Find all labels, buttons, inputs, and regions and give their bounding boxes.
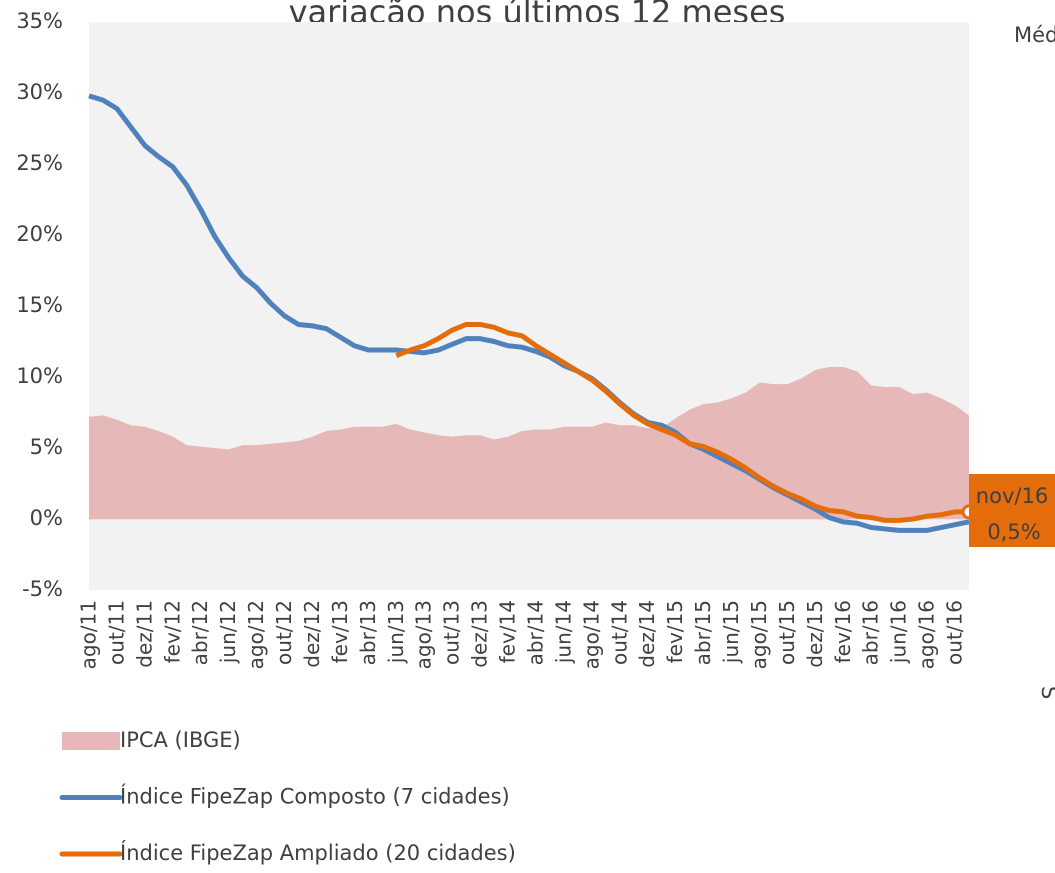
y-tick-label: 25%	[16, 151, 63, 175]
y-tick-label: 30%	[16, 80, 63, 104]
x-tick-label: abr/13	[356, 600, 380, 665]
legend-label: Índice FipeZap Ampliado (20 cidades)	[120, 840, 516, 865]
y-tick-label: 10%	[16, 364, 63, 388]
annotation-value: 0,5%	[987, 520, 1040, 544]
line	[88, 93, 970, 533]
x-tick-label: jun/14	[551, 600, 575, 664]
area	[89, 367, 969, 519]
legend-label: Índice FipeZap Composto (7 cidades)	[120, 784, 510, 809]
x-tick-label: out/12	[272, 600, 296, 665]
x-tick-label: dez/13	[468, 600, 492, 668]
x-tick-label: abr/14	[523, 600, 547, 665]
x-tick-label: ago/11	[77, 600, 101, 669]
x-tick-label: dez/11	[132, 600, 156, 668]
x-tick-label: dez/14	[635, 600, 659, 668]
y-tick-label: 20%	[16, 222, 63, 246]
annotation-date: nov/16	[976, 484, 1048, 508]
x-tick-label: fev/12	[160, 600, 184, 663]
legend-swatch	[62, 732, 120, 750]
x-tick-label: ago/12	[244, 600, 268, 669]
x-tick-label: fev/16	[831, 600, 855, 663]
x-tick-label: dez/12	[300, 600, 324, 668]
x-tick-label: abr/12	[188, 600, 212, 665]
legend-label: IPCA (IBGE)	[120, 728, 241, 752]
side-note: S	[1037, 686, 1055, 699]
x-tick-label: jun/15	[719, 600, 743, 664]
x-tick-label: ago/16	[915, 600, 939, 669]
x-tick-label: out/15	[775, 600, 799, 665]
y-tick-label: -5%	[22, 577, 63, 601]
x-tick-label: out/13	[440, 600, 464, 665]
line	[395, 321, 969, 523]
x-tick-label: out/14	[607, 600, 631, 665]
side-note: Méd	[1014, 23, 1055, 47]
x-tick-label: dez/15	[803, 600, 827, 668]
x-tick-label: out/11	[104, 600, 128, 665]
x-tick-label: ago/14	[579, 600, 603, 669]
x-tick-label: fev/15	[663, 600, 687, 663]
x-tick-label: fev/14	[496, 600, 520, 663]
x-tick-label: abr/15	[691, 600, 715, 665]
x-tick-label: jun/13	[384, 600, 408, 664]
x-tick-label: jun/16	[887, 600, 911, 664]
y-tick-label: 5%	[30, 435, 63, 459]
x-tick-label: ago/15	[747, 600, 771, 669]
y-tick-label: 35%	[16, 9, 63, 33]
x-tick-label: jun/12	[216, 600, 240, 664]
y-tick-label: 0%	[30, 506, 63, 530]
annotation-box	[969, 474, 1055, 547]
x-tick-label: fev/13	[328, 600, 352, 663]
x-tick-label: out/16	[943, 600, 967, 665]
y-tick-label: 15%	[16, 293, 63, 317]
x-tick-label: abr/16	[859, 600, 883, 665]
x-tick-label: ago/13	[412, 600, 436, 669]
